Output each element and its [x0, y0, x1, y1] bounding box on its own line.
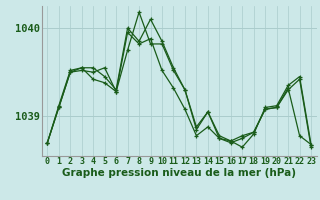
X-axis label: Graphe pression niveau de la mer (hPa): Graphe pression niveau de la mer (hPa) — [62, 168, 296, 178]
